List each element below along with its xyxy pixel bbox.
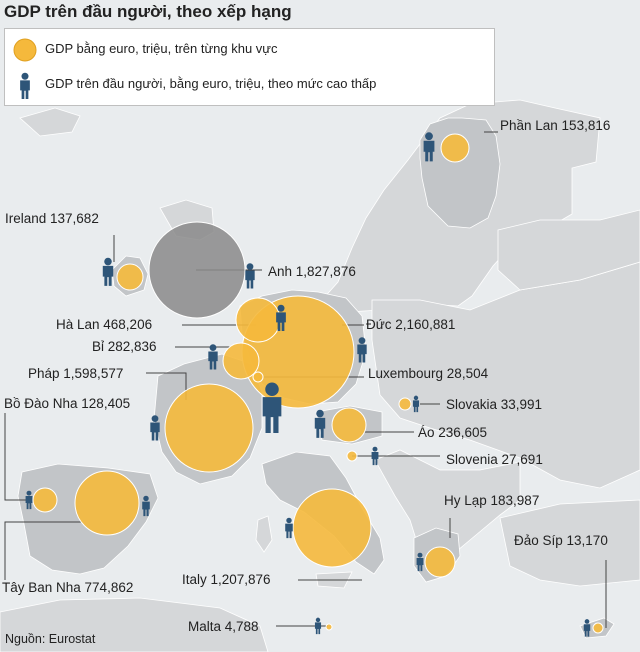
bubble-netherlands [235,297,281,343]
bubble-uk [148,221,246,319]
turkey-land [499,499,640,587]
sardinia-land [255,515,273,553]
iceland-land [19,107,81,137]
bubble-cyprus [592,622,604,634]
bubble-portugal [32,487,58,513]
legend: GDP bằng euro, triệu, trên từng khu vực … [4,28,495,106]
label-uk: Anh 1,827,876 [268,264,356,279]
label-austria: Áo 236,605 [418,425,488,440]
person-icon-luxembourg [262,382,282,433]
label-slovakia: Slovakia 33,991 [446,397,543,412]
person-icon-ireland [102,257,114,286]
bubble-slovakia [398,397,412,411]
label-italy: Italy 1,207,876 [182,572,271,587]
bubble-belgium [222,342,260,380]
bubble-ireland [116,263,144,291]
label-slovenia: Slovenia 27,691 [446,452,543,467]
bubble-luxembourg [252,371,264,383]
label-greece: Hy Lạp 183,987 [444,493,540,508]
person-legend-icon [20,72,30,99]
bubble-austria [331,407,367,443]
person-icon-uk [245,263,255,289]
label-netherlands: Hà Lan 468,206 [56,317,153,332]
label-ireland: Ireland 137,682 [5,211,99,226]
label-cyprus: Đảo Síp 13,170 [514,533,608,548]
label-portugal: Bồ Đào Nha 128,405 [4,396,131,411]
bubble-italy [292,488,372,568]
label-luxembourg: Luxembourg 28,504 [368,366,489,381]
person-icon-italy [285,517,293,539]
bubble-finland [440,133,470,163]
label-germany: Đức 2,160,881 [366,317,456,332]
label-malta: Malta 4,788 [188,619,259,634]
legend-per-capita-label: GDP trên đầu người, bằng euro, triệu, th… [45,76,377,91]
label-finland: Phần Lan 153,816 [500,118,611,133]
label-spain: Tây Ban Nha 774,862 [2,580,134,595]
baltic-land [497,209,640,291]
chart-title: GDP trên đầu người, theo xếp hạng [4,2,292,21]
source-note: Nguồn: Eurostat [5,632,96,646]
finland-land [419,117,501,229]
bubble-france [164,383,254,473]
balkans-land [374,449,521,561]
gdp-bubbles [32,133,604,634]
bubble-malta [325,623,333,631]
legend-total-label: GDP bằng euro, triệu, trên từng khu vực [45,41,278,56]
land-masses [0,99,640,652]
eastern-europe-land [371,261,640,489]
label-france: Pháp 1,598,577 [28,366,124,381]
bubble-spain [74,470,140,536]
person-icon-malta [314,617,322,635]
bubble-greece [424,546,456,578]
label-belgium: Bỉ 282,836 [92,339,157,354]
north-africa-land [0,597,269,652]
bubble-slovenia [346,450,358,462]
bubble-legend-icon [13,38,37,62]
